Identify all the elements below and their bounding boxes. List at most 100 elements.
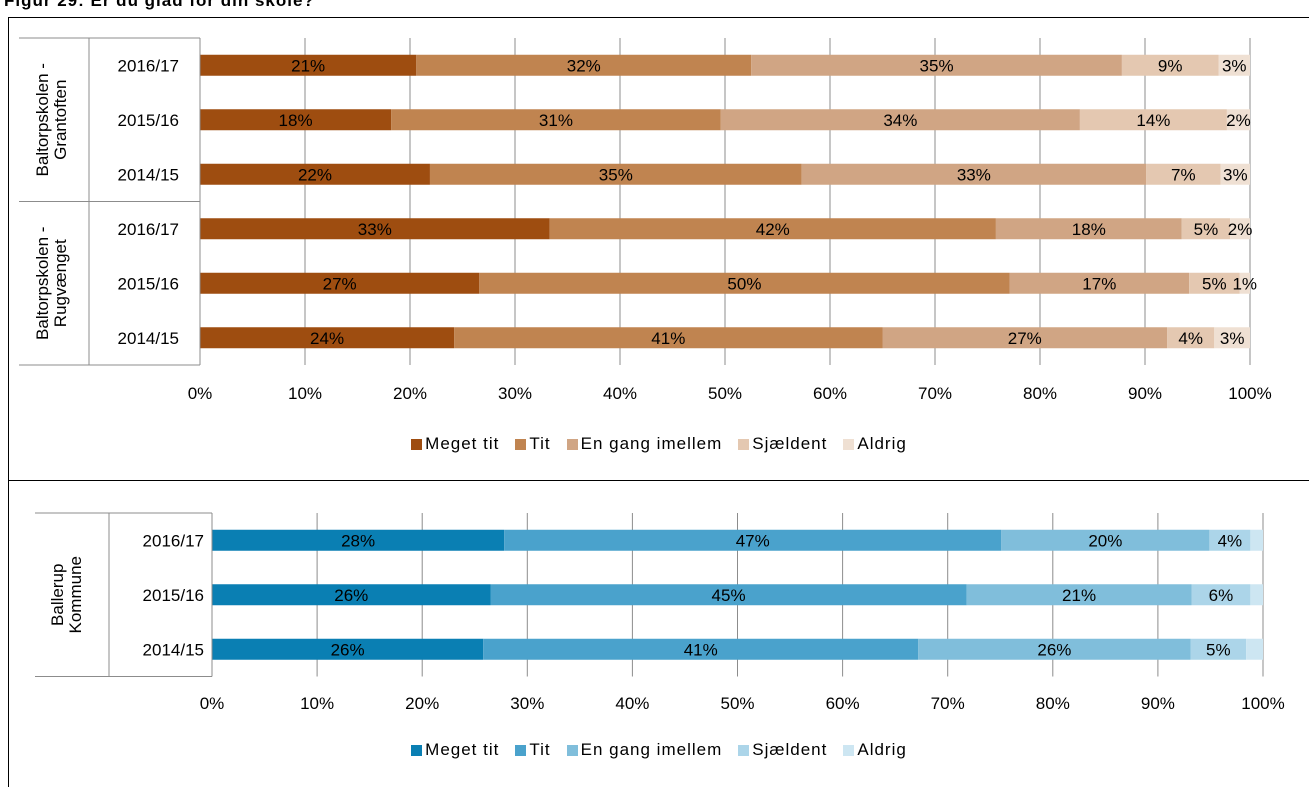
group-label-line: Rugvænget — [51, 239, 70, 327]
legend-swatch — [515, 744, 527, 756]
data-label: 45% — [712, 586, 746, 605]
legend-label: Tit — [529, 740, 551, 759]
legend-label: En gang imellem — [580, 434, 723, 453]
bar-aldrig — [1250, 529, 1263, 551]
x-tick-label: 100% — [1241, 694, 1284, 713]
legend-label: Aldrig — [857, 740, 907, 759]
legend-label: Sjældent — [752, 740, 828, 759]
bar-en-gang-imellem — [918, 638, 1191, 660]
legend-item-sj-ldent: Sjældent — [738, 740, 827, 760]
x-tick-label: 30% — [510, 694, 544, 713]
category-label: 2014/15 — [143, 640, 204, 659]
data-label: 5% — [1206, 640, 1231, 659]
legend-label: Tit — [529, 434, 551, 453]
bar-sj-ldent — [1146, 163, 1221, 185]
bar-meget-tit — [200, 54, 417, 76]
bar-tit — [391, 109, 721, 131]
bar-meget-tit — [212, 638, 484, 660]
x-tick-label: 40% — [603, 384, 637, 403]
data-label: 26% — [331, 640, 365, 659]
data-label: 7% — [1171, 165, 1196, 184]
bar-aldrig — [1214, 327, 1250, 349]
legend-item-meget-tit: Meget tit — [411, 434, 499, 454]
category-label: 2016/17 — [118, 56, 179, 75]
legend-item-sj-ldent: Sjældent — [738, 434, 827, 454]
data-label: 32% — [567, 56, 601, 75]
stacked-bar-chart-schools: 0% 10% 20% 30% 40% 50% 60% 70% 80% 90% 100% 21% 32% 3… — [19, 37, 1272, 403]
legend-label: Meget tit — [425, 434, 500, 453]
bar-tit — [490, 584, 967, 606]
data-label: 27% — [323, 274, 357, 293]
x-tick-label: 10% — [288, 384, 322, 403]
data-label: 31% — [539, 111, 573, 130]
category-label: 2015/16 — [118, 111, 179, 130]
legend-item-tit: Tit — [515, 434, 550, 454]
bar-tit — [504, 529, 1002, 551]
bar-sj-ldent — [1121, 54, 1219, 76]
group-label: Baltorpskolen -Grantoften — [33, 63, 70, 176]
chart-panel-schools: 0% 10% 20% 30% 40% 50% 60% 70% 80% 90% 100% 21% 32% 3… — [8, 17, 1309, 481]
data-label: 14% — [1136, 111, 1170, 130]
bar-sj-ldent — [1167, 327, 1215, 349]
bar-meget-tit — [200, 327, 455, 349]
legend-swatch — [738, 744, 750, 756]
data-label: 28% — [341, 531, 375, 550]
x-tick-label: 60% — [813, 384, 847, 403]
data-label: 24% — [310, 329, 344, 348]
x-tick-label: 0% — [200, 694, 225, 713]
legend-swatch — [566, 744, 578, 756]
category-label: 2016/17 — [143, 531, 204, 550]
x-tick-label: 40% — [615, 694, 649, 713]
bar-en-gang-imellem — [1001, 529, 1210, 551]
legend-label: En gang imellem — [580, 740, 723, 759]
category-label: 2015/16 — [143, 586, 204, 605]
data-label: 27% — [1008, 329, 1042, 348]
bar-en-gang-imellem — [995, 218, 1182, 240]
category-label: 2016/17 — [118, 220, 179, 239]
group-label-line: Grantoften — [51, 80, 70, 160]
bar-en-gang-imellem — [966, 584, 1192, 606]
bar-en-gang-imellem — [1009, 272, 1190, 294]
data-label: 33% — [957, 165, 991, 184]
bar-aldrig — [1220, 163, 1250, 185]
data-label: 4% — [1218, 531, 1243, 550]
data-label: 42% — [756, 220, 790, 239]
data-label: 41% — [684, 640, 718, 659]
legend-item-tit: Tit — [515, 740, 550, 760]
bar-meget-tit — [212, 584, 491, 606]
x-tick-label: 30% — [498, 384, 532, 403]
x-tick-label: 10% — [300, 694, 334, 713]
figure-title: Figur 29: Er du glad for din skole? — [4, 0, 315, 10]
legend-schools: Meget tit Tit En gang imellem Sjældent Aldri… — [9, 434, 1309, 454]
data-label: 18% — [279, 111, 313, 130]
x-tick-label: 100% — [1228, 384, 1271, 403]
category-label: 2014/15 — [118, 165, 179, 184]
x-tick-label: 90% — [1128, 384, 1162, 403]
x-tick-label: 70% — [918, 384, 952, 403]
data-label: 26% — [334, 586, 368, 605]
data-label: 22% — [298, 165, 332, 184]
bar-meget-tit — [200, 109, 392, 131]
bar-sj-ldent — [1079, 109, 1227, 131]
group-label: Baltorpskolen -Rugvænget — [33, 227, 70, 340]
x-tick-label: 20% — [405, 694, 439, 713]
category-label: 2015/16 — [118, 274, 179, 293]
legend-item-en-gang-imellem: En gang imellem — [566, 434, 723, 454]
legend-kommune: Meget tit Tit En gang imellem Sjældent Aldri… — [9, 740, 1309, 760]
data-label: 2% — [1228, 220, 1253, 239]
legend-label: Sjældent — [752, 434, 828, 453]
bar-sj-ldent — [1190, 638, 1247, 660]
x-tick-label: 80% — [1023, 384, 1057, 403]
group-label: BallerupKommune — [48, 556, 85, 633]
legend-swatch — [411, 744, 423, 756]
bar-sj-ldent — [1209, 529, 1251, 551]
x-tick-label: 70% — [931, 694, 965, 713]
group-label-line: Ballerup — [48, 564, 67, 626]
bar-tit — [483, 638, 919, 660]
group-label-line: Kommune — [66, 556, 85, 633]
x-tick-label: 90% — [1141, 694, 1175, 713]
x-tick-label: 0% — [188, 384, 213, 403]
data-label: 9% — [1158, 56, 1183, 75]
x-tick-label: 80% — [1036, 694, 1070, 713]
x-tick-label: 50% — [708, 384, 742, 403]
